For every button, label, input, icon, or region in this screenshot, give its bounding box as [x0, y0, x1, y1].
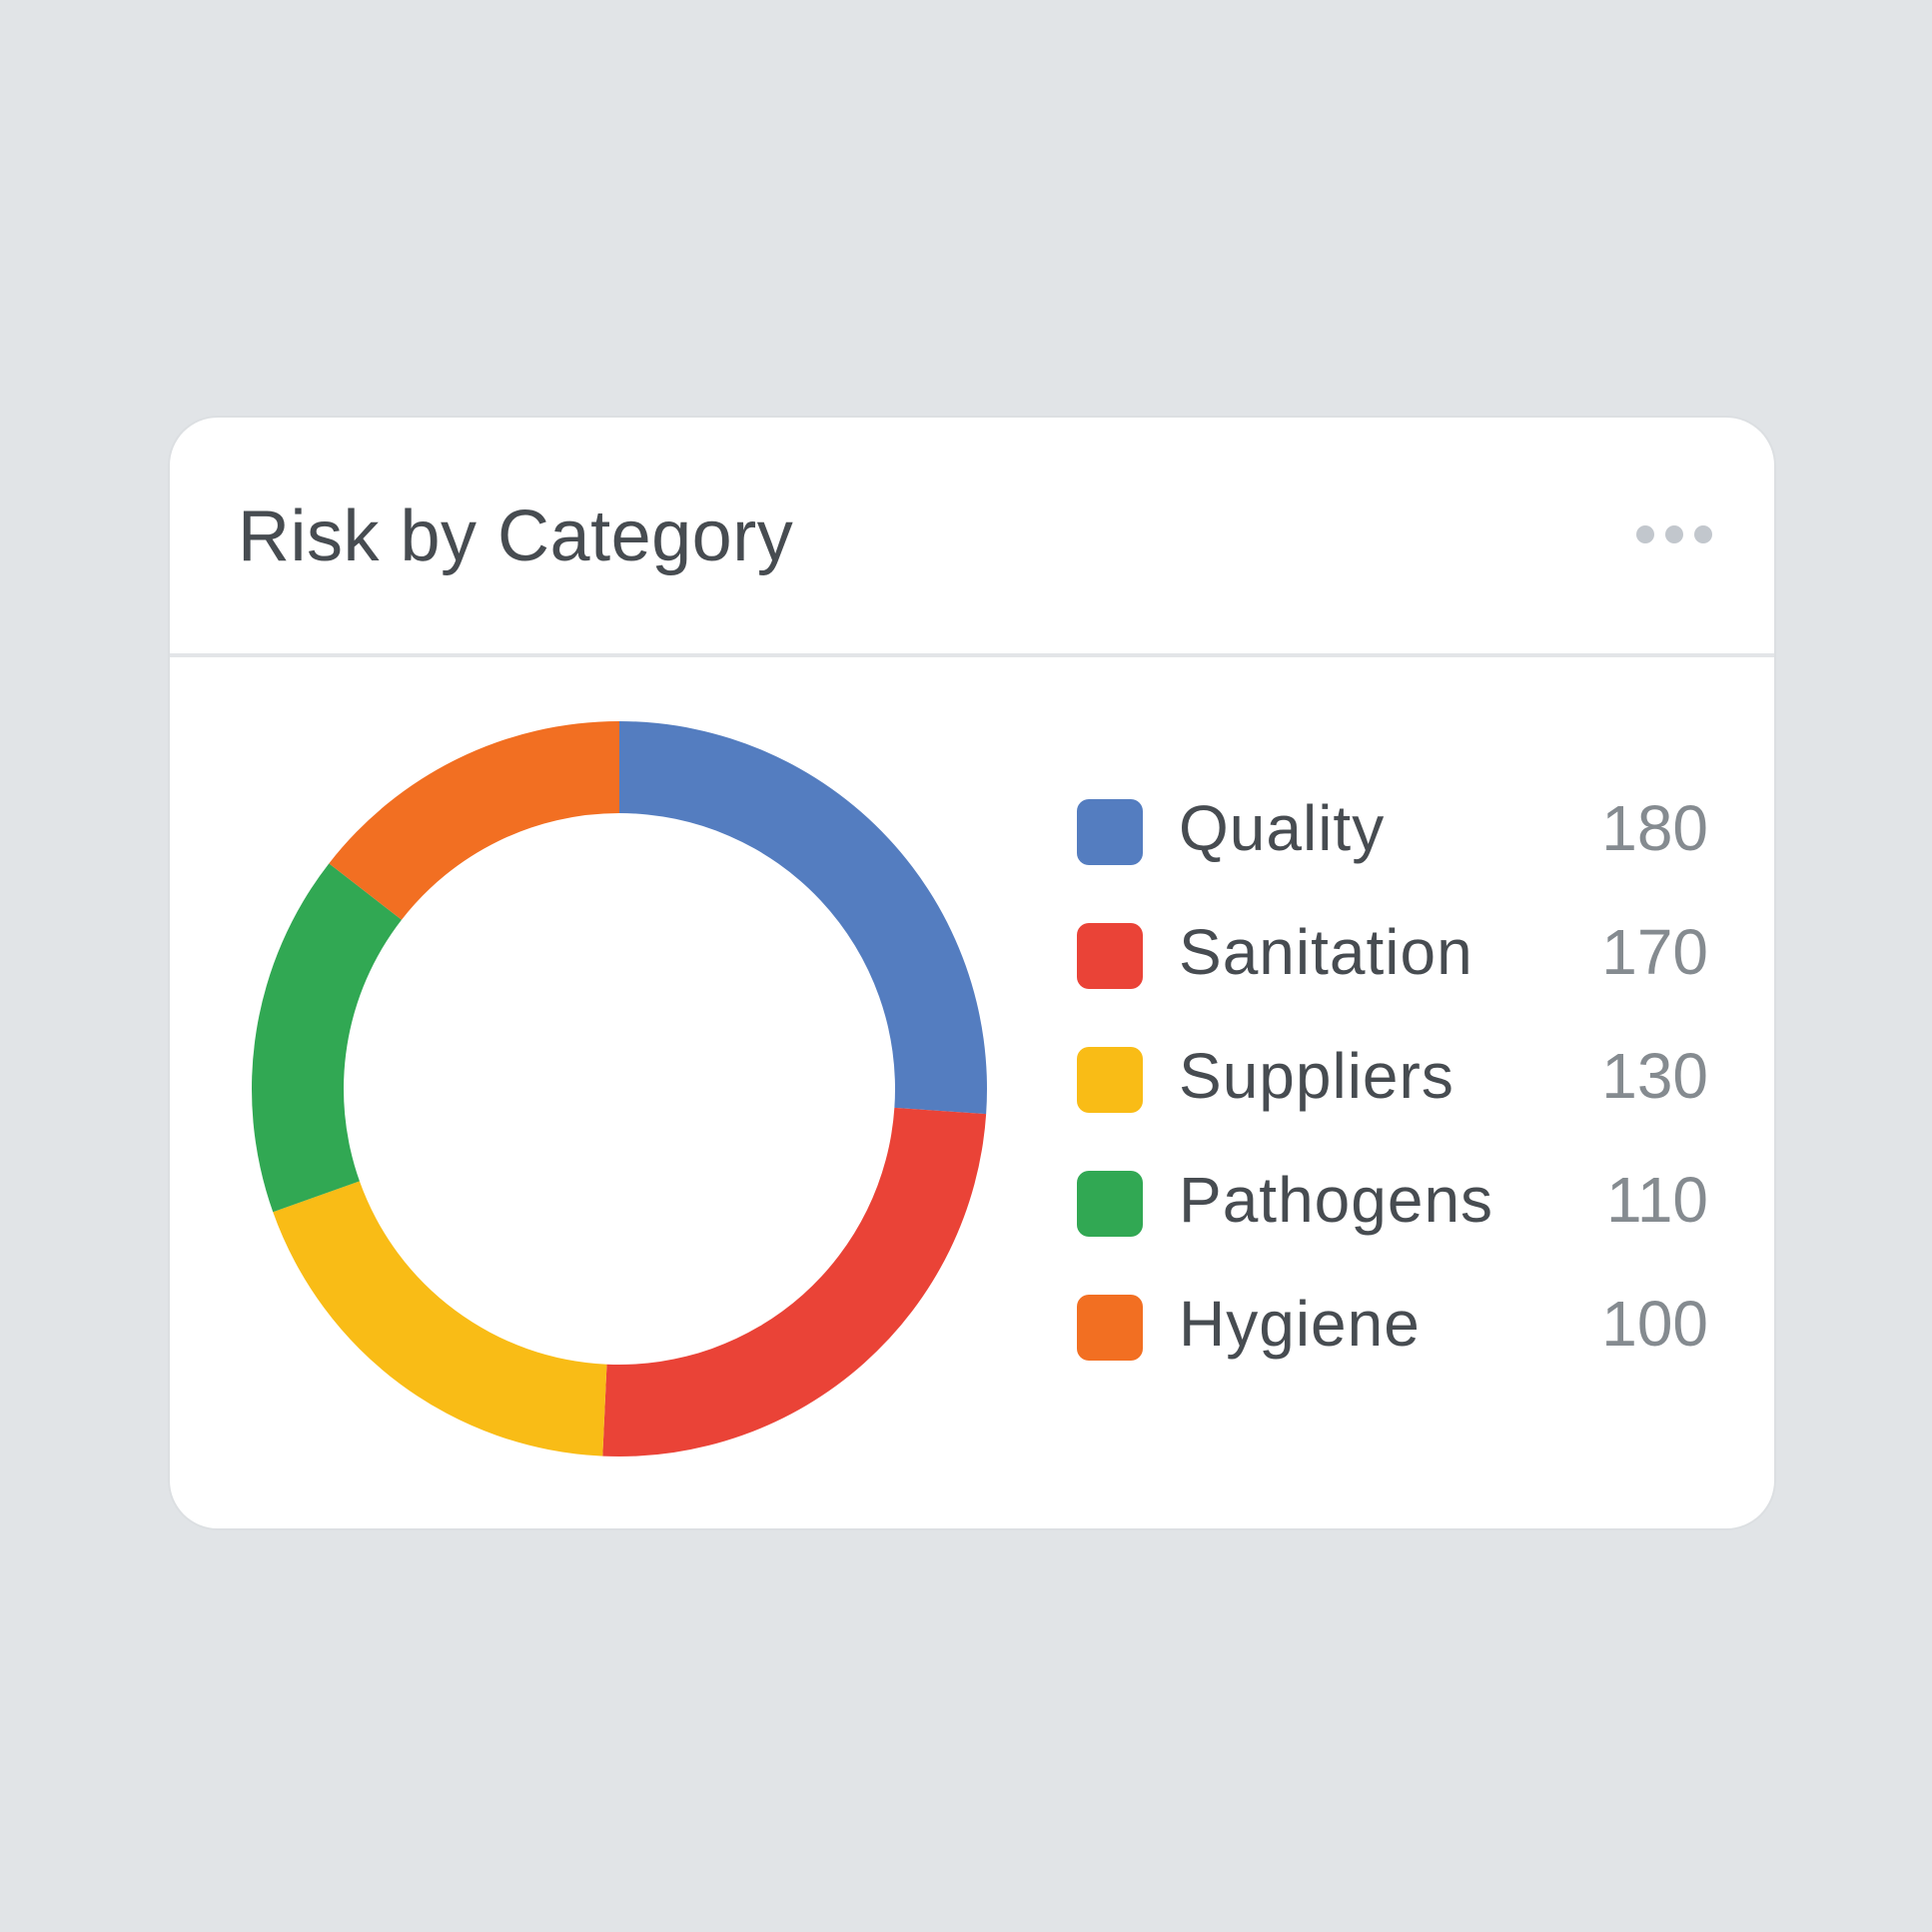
chart-legend: Quality 180 Sanitation 170 Suppliers 130…: [1077, 792, 1708, 1417]
donut-segment-sanitation[interactable]: [602, 1107, 987, 1456]
more-horizontal-icon: [1694, 525, 1712, 543]
legend-item-pathogens[interactable]: Pathogens 110: [1077, 1164, 1708, 1293]
legend-value: 130: [1601, 1040, 1708, 1112]
more-horizontal-icon: [1636, 525, 1654, 543]
legend-label: Sanitation: [1179, 916, 1473, 988]
legend-label: Pathogens: [1179, 1164, 1494, 1236]
donut-chart: [251, 721, 987, 1456]
more-horizontal-icon: [1665, 525, 1683, 543]
legend-item-sanitation[interactable]: Sanitation 170: [1077, 916, 1708, 1045]
legend-label: Suppliers: [1179, 1040, 1454, 1112]
more-options-button[interactable]: [1636, 525, 1712, 543]
card-header: Risk by Category: [170, 418, 1774, 657]
risk-by-category-card: Risk by Category Quality 180 Sanitation …: [170, 418, 1774, 1528]
legend-swatch: [1077, 799, 1143, 865]
legend-value: 110: [1605, 1164, 1708, 1236]
legend-swatch: [1077, 1295, 1143, 1361]
legend-item-quality[interactable]: Quality 180: [1077, 792, 1708, 921]
legend-swatch: [1077, 1047, 1143, 1113]
donut-segment-quality[interactable]: [619, 721, 987, 1115]
donut-segment-pathogens[interactable]: [251, 863, 402, 1213]
donut-segment-hygiene[interactable]: [329, 721, 619, 920]
legend-value: 180: [1601, 792, 1708, 864]
card-title: Risk by Category: [238, 496, 794, 576]
donut-segment-suppliers[interactable]: [273, 1181, 607, 1456]
legend-value: 100: [1601, 1288, 1708, 1360]
legend-swatch: [1077, 1171, 1143, 1237]
legend-label: Hygiene: [1179, 1288, 1421, 1360]
legend-swatch: [1077, 923, 1143, 989]
legend-item-suppliers[interactable]: Suppliers 130: [1077, 1040, 1708, 1169]
legend-item-hygiene[interactable]: Hygiene 100: [1077, 1288, 1708, 1417]
legend-label: Quality: [1179, 792, 1386, 864]
legend-value: 170: [1601, 916, 1708, 988]
